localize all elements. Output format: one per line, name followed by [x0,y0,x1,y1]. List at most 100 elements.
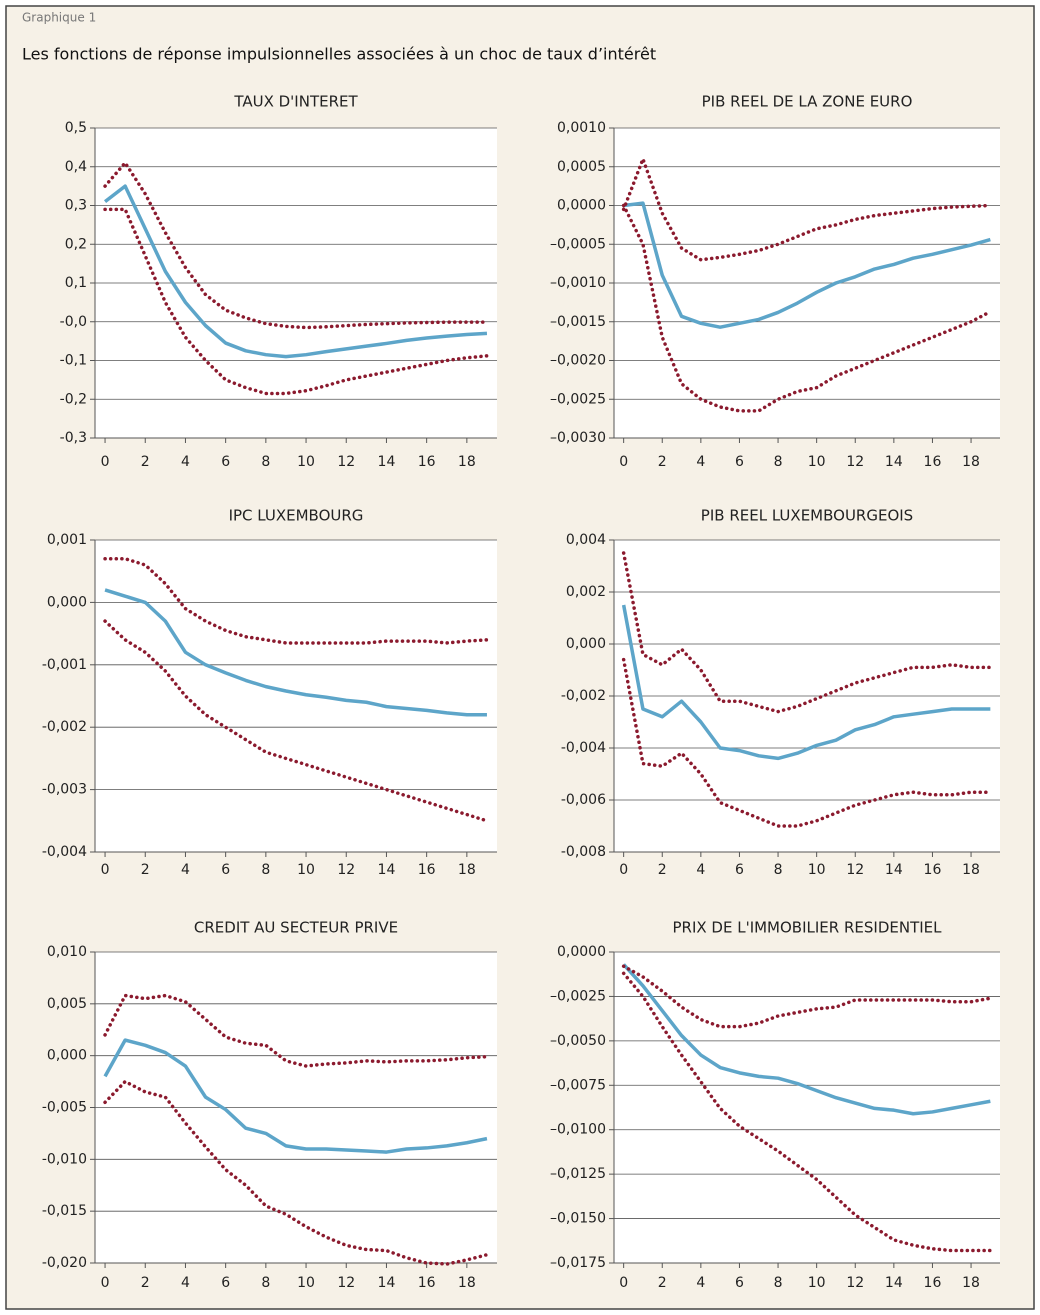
figure-label: Graphique 1 [22,11,96,25]
x-tick-label: 14 [885,1275,903,1291]
series-line [103,993,489,1068]
x-tick-label: 18 [458,862,476,878]
x-tick-label: 12 [337,862,355,878]
x-tick-label: 16 [418,862,436,878]
x-tick-label: 4 [181,454,190,470]
y-tick-label: 0,0005 [557,159,606,175]
y-tick-label: -0,0 [60,314,87,330]
y-tick-label: -0,001 [42,657,87,673]
y-tick-label: -0,004 [42,844,87,860]
panel-title: PRIX DE L'IMMOBILIER RESIDENTIEL [672,919,942,937]
x-tick-label: 10 [297,1275,315,1291]
x-tick-label: 4 [696,862,705,878]
x-tick-label: 0 [619,1275,628,1291]
y-tick-label: 0,000 [566,636,606,652]
x-tick-label: 6 [221,1275,230,1291]
x-tick-label: 18 [962,454,980,470]
series-line [621,657,993,828]
series-line [621,604,991,761]
series-line [104,588,487,717]
x-tick-label: 14 [378,1275,396,1291]
series-line [103,184,488,359]
x-tick-label: 4 [181,862,190,878]
plot-area [614,952,1000,1263]
y-tick-label: –0,0125 [550,1166,606,1182]
panel-title: PIB REEL DE LA ZONE EURO [702,93,913,111]
x-tick-label: 0 [101,1275,110,1291]
x-tick-label: 2 [141,862,150,878]
y-tick-label: –0,0025 [550,391,606,407]
y-tick-label: –0,0015 [550,314,606,330]
x-tick-label: 8 [774,862,783,878]
y-tick-label: -0,008 [561,844,606,860]
series-line [103,1038,488,1154]
series-line [103,1079,489,1266]
x-tick-label: 2 [141,1275,150,1291]
panel-title: TAUX D'INTERET [233,93,358,111]
y-tick-label: –0,0025 [550,988,606,1004]
y-tick-label: –0,0100 [550,1122,606,1138]
x-tick-label: 12 [846,862,864,878]
series-line [621,203,993,413]
y-tick-label: -0,005 [42,1100,87,1116]
y-tick-label: 0,4 [65,159,87,175]
panel-title: PIB REEL LUXEMBOURGEOIS [701,507,913,525]
series-line [621,157,993,262]
y-tick-label: 0,2 [65,236,87,252]
series-line [621,551,993,714]
x-tick-label: 0 [101,862,110,878]
x-tick-label: 12 [337,1275,355,1291]
y-tick-label: -0,010 [42,1151,87,1167]
y-tick-label: 0,001 [47,532,87,548]
series-line [622,963,991,1116]
y-tick-label: 0,005 [47,996,87,1012]
x-tick-label: 0 [619,862,628,878]
x-tick-label: 16 [924,862,942,878]
x-tick-label: 6 [221,862,230,878]
y-tick-label: –0,0075 [550,1077,606,1093]
x-tick-label: 18 [458,454,476,470]
x-tick-label: 0 [101,454,110,470]
x-tick-label: 6 [735,454,744,470]
y-tick-label: 0,0010 [557,120,606,136]
x-tick-label: 8 [261,1275,270,1291]
y-tick-label: –0,0020 [550,353,606,369]
series-line [621,971,993,1253]
x-tick-label: 16 [418,1275,436,1291]
series-line [103,207,489,396]
x-tick-label: 4 [181,1275,190,1291]
x-tick-label: 6 [221,454,230,470]
x-tick-label: 2 [141,454,150,470]
x-tick-label: 2 [658,454,667,470]
x-tick-label: 10 [297,454,315,470]
y-tick-label: –0,0010 [550,275,606,291]
y-tick-label: 0,0000 [557,198,606,214]
y-tick-label: –0,0005 [550,236,606,252]
y-tick-label: -0,020 [42,1255,87,1271]
y-tick-label: -0,003 [42,782,87,798]
y-tick-label: -0,002 [561,688,606,704]
x-tick-label: 2 [658,862,667,878]
plot-area [95,540,497,852]
x-tick-label: 10 [297,862,315,878]
y-tick-label: –0,0150 [550,1211,606,1227]
series-line [103,619,489,823]
x-tick-label: 14 [885,454,903,470]
x-tick-label: 18 [962,862,980,878]
x-tick-label: 12 [846,1275,864,1291]
y-tick-label: -0,004 [561,740,606,756]
series-line [103,556,489,645]
series-line [623,201,991,329]
y-tick-label: –0,0175 [550,1255,606,1271]
y-tick-label: 0,002 [566,584,606,600]
panel-title: CREDIT AU SECTEUR PRIVE [194,919,398,937]
y-tick-label: 0,000 [47,1048,87,1064]
x-tick-label: 8 [774,1275,783,1291]
figure-title: Les fonctions de réponse impulsionnelles… [22,45,656,64]
x-tick-label: 10 [808,454,826,470]
x-tick-label: 18 [458,1275,476,1291]
y-tick-label: -0,1 [60,353,87,369]
y-tick-label: 0,000 [47,594,87,610]
x-tick-label: 18 [962,1275,980,1291]
